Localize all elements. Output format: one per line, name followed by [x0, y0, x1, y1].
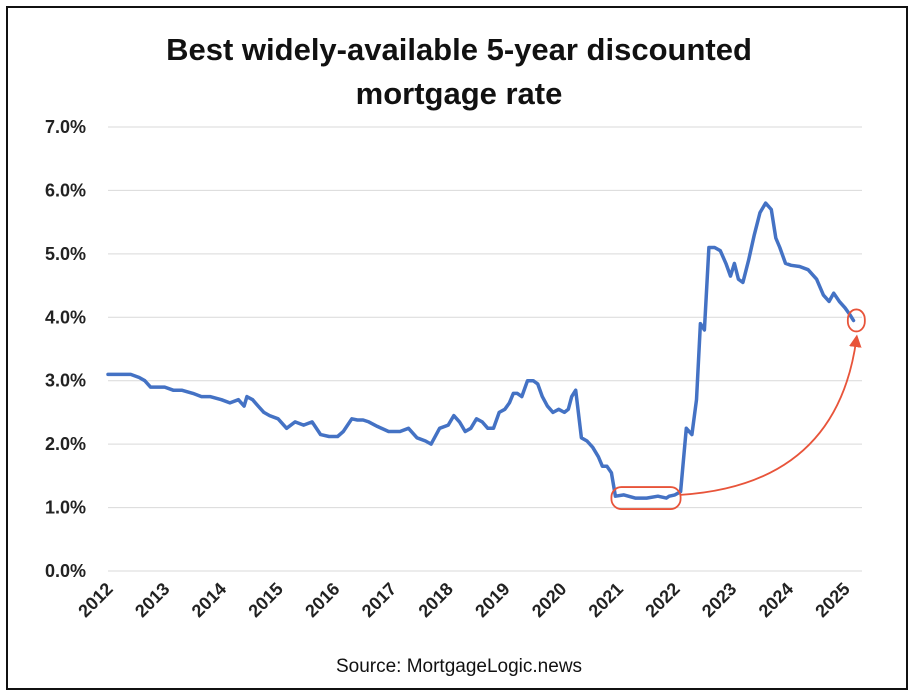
- y-tick-label: 3.0%: [45, 371, 86, 391]
- x-tick-label: 2021: [585, 579, 627, 621]
- x-axis: 2012 2013 2014 2015 2016 2017 2018 2019 2020 2021…: [74, 579, 853, 621]
- x-tick-label: 2013: [131, 579, 173, 621]
- series-line: [106, 201, 856, 500]
- y-tick-label: 4.0%: [45, 307, 86, 327]
- series-layer: [106, 201, 856, 500]
- chart-source: Source: MortgageLogic.news: [335, 656, 583, 677]
- y-tick-label: 1.0%: [45, 498, 86, 518]
- annotations-layer: [610, 308, 866, 510]
- x-tick-label: 2019: [471, 579, 513, 621]
- chart-frame: [6, 6, 908, 690]
- x-tick-label: 2018: [415, 579, 457, 621]
- x-tick-label: 2012: [74, 579, 116, 621]
- highlight-box: [846, 308, 866, 333]
- y-tick-label: 6.0%: [45, 180, 86, 200]
- y-tick-label: 0.0%: [45, 561, 86, 581]
- chart-title: Best widely-available 5-year discounted: [166, 32, 752, 67]
- arrow: [680, 334, 862, 496]
- highlight-box: [610, 486, 682, 510]
- x-tick-label: 2020: [528, 579, 570, 621]
- gridlines: [108, 126, 862, 572]
- y-axis: 0.0% 1.0% 2.0% 3.0% 4.0% 5.0% 6.0% 7.0%: [45, 117, 86, 581]
- y-tick-label: 5.0%: [45, 244, 86, 264]
- y-tick-label: 2.0%: [45, 434, 86, 454]
- y-tick-label: 7.0%: [45, 117, 86, 137]
- x-tick-label: 2016: [301, 579, 343, 621]
- x-tick-label: 2015: [244, 579, 286, 621]
- x-tick-label: 2025: [811, 579, 853, 621]
- chart-title-line2: mortgage rate: [355, 76, 563, 111]
- x-tick-label: 2014: [188, 579, 230, 621]
- x-tick-label: 2023: [698, 579, 740, 621]
- x-tick-label: 2017: [358, 579, 400, 621]
- x-tick-label: 2024: [755, 579, 797, 621]
- x-tick-label: 2022: [641, 579, 683, 621]
